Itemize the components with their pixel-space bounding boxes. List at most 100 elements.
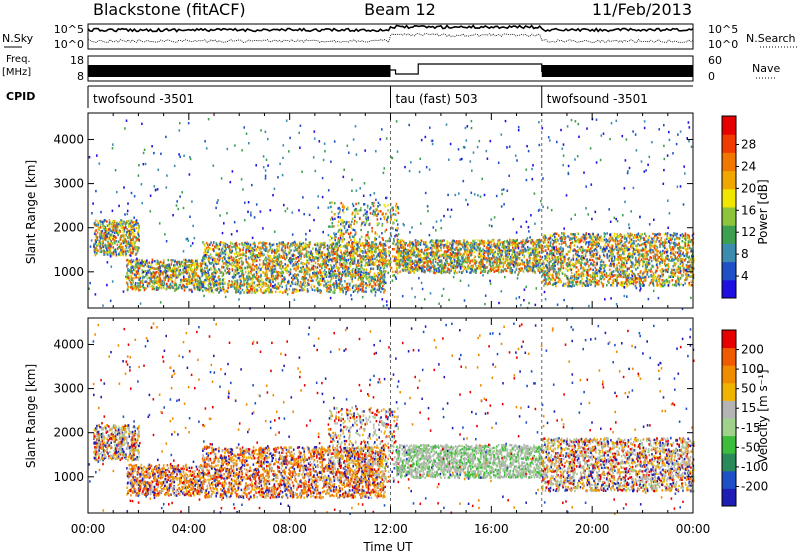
power-cell bbox=[147, 271, 150, 274]
power-cell bbox=[309, 241, 311, 244]
power-cell bbox=[259, 268, 262, 271]
power-cell bbox=[265, 282, 268, 286]
power-cell bbox=[258, 275, 260, 278]
power-cell bbox=[325, 282, 327, 285]
power-cell bbox=[350, 277, 353, 280]
power-cell bbox=[151, 274, 154, 278]
power-cell bbox=[254, 260, 256, 263]
power-cell bbox=[135, 273, 138, 277]
power-cell bbox=[142, 261, 144, 264]
power-cell bbox=[357, 278, 359, 281]
power-cell bbox=[348, 220, 350, 224]
power-cell bbox=[337, 253, 339, 257]
power-cell bbox=[154, 267, 156, 271]
nsky-traces bbox=[87, 24, 694, 44]
power-cell bbox=[191, 278, 193, 282]
power-cell bbox=[270, 272, 273, 275]
power-cell bbox=[294, 242, 297, 245]
power-cell bbox=[216, 247, 219, 250]
power-cell bbox=[304, 242, 307, 245]
power-cell bbox=[274, 262, 277, 265]
power-cell bbox=[254, 287, 256, 291]
power-cell bbox=[313, 271, 316, 274]
power-cell bbox=[297, 279, 299, 282]
power-cell bbox=[132, 281, 134, 284]
power-cell bbox=[378, 251, 381, 254]
power-cell bbox=[384, 259, 386, 262]
power-cell bbox=[96, 231, 99, 234]
power-cell bbox=[200, 266, 203, 269]
power-cell bbox=[337, 239, 339, 242]
power-cell bbox=[135, 239, 138, 242]
power-cell bbox=[301, 283, 304, 286]
power-cell bbox=[264, 272, 267, 275]
power-cell bbox=[253, 265, 256, 268]
power-cell bbox=[333, 274, 336, 277]
power-cell bbox=[263, 289, 265, 293]
power-cell bbox=[137, 246, 139, 249]
power-cell bbox=[133, 286, 135, 290]
power-cell bbox=[138, 238, 140, 242]
power-cell bbox=[135, 227, 138, 230]
power-cell bbox=[112, 246, 114, 249]
power-cell bbox=[109, 251, 111, 255]
power-cell bbox=[177, 275, 179, 279]
power-cell bbox=[376, 254, 379, 257]
power-cell bbox=[203, 251, 205, 254]
power-cell bbox=[319, 291, 322, 294]
power-cell bbox=[111, 242, 114, 245]
power-cell bbox=[290, 276, 293, 280]
power-cell bbox=[103, 249, 106, 253]
power-cell bbox=[193, 286, 195, 289]
power-cell bbox=[241, 272, 243, 275]
power-cell bbox=[338, 279, 341, 282]
power-cell bbox=[199, 262, 202, 265]
power-cell bbox=[240, 257, 243, 260]
power-cell bbox=[351, 247, 354, 250]
power-cell bbox=[329, 258, 331, 261]
power-cell bbox=[108, 235, 111, 238]
power-cell bbox=[195, 272, 198, 275]
power-cell bbox=[228, 283, 231, 286]
power-cell bbox=[198, 281, 201, 285]
power-cell bbox=[296, 277, 298, 280]
power-cell bbox=[347, 232, 350, 235]
power-cell bbox=[370, 253, 373, 256]
power-cell bbox=[228, 267, 231, 271]
power-cell bbox=[377, 212, 379, 216]
power-cell bbox=[319, 242, 321, 245]
power-cell bbox=[273, 268, 276, 271]
power-cell bbox=[127, 267, 129, 271]
power-cell bbox=[262, 254, 264, 257]
power-cell bbox=[201, 259, 204, 262]
power-cell bbox=[390, 266, 393, 270]
power-cell bbox=[286, 271, 288, 274]
power-cell bbox=[276, 248, 278, 251]
power-cell bbox=[280, 263, 283, 266]
power-cell bbox=[319, 244, 322, 247]
power-cell bbox=[334, 288, 336, 291]
power-cell bbox=[96, 248, 98, 251]
power-cell bbox=[169, 286, 172, 290]
power-cell bbox=[362, 286, 364, 289]
power-cell bbox=[462, 243, 464, 246]
power-cell bbox=[169, 282, 172, 286]
power-cell bbox=[148, 276, 150, 279]
power-cell bbox=[389, 239, 391, 243]
power-cell bbox=[305, 277, 307, 280]
power-cell bbox=[209, 281, 211, 285]
power-cell bbox=[97, 249, 99, 252]
power-cell bbox=[324, 258, 326, 262]
power-cell bbox=[349, 272, 352, 275]
power-cell bbox=[264, 274, 266, 277]
power-cell bbox=[348, 270, 350, 274]
power-cell bbox=[107, 231, 110, 235]
power-cell bbox=[319, 269, 321, 272]
power-cell bbox=[338, 267, 340, 270]
power-cell bbox=[396, 227, 398, 230]
power-cell bbox=[290, 254, 293, 257]
power-cell bbox=[196, 260, 198, 263]
power-cell bbox=[393, 248, 396, 251]
power-cell bbox=[213, 285, 215, 288]
